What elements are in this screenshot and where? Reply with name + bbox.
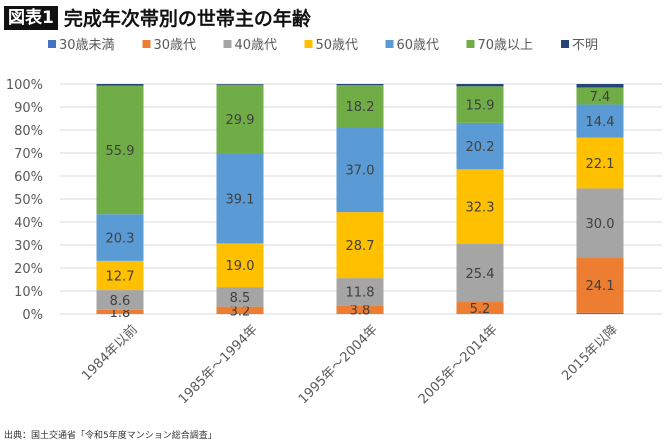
bar-segment [96,85,144,215]
y-tick-label: 30% [14,239,43,254]
bar-segment [216,287,264,307]
bar-segment [576,104,624,138]
bar-segment [96,84,144,86]
x-tick-label: 1995年～2004年 [296,322,381,407]
legend-label: 70歳以上 [478,38,534,53]
y-tick-label: 80% [14,124,43,139]
bar-segment [216,306,264,314]
legend-label: 30歳未満 [59,38,115,53]
data-label: 14.4 [586,115,615,130]
bar-segment [336,278,384,306]
x-tick-label: 1984年以前 [79,322,141,384]
legend-label: 40歳代 [235,38,278,53]
y-tick-label: 40% [14,216,43,231]
x-tick-label: 1985年～1994年 [176,322,261,407]
bar-segment [216,153,264,244]
legend-swatch [48,40,56,48]
y-tick-label: 90% [14,101,43,116]
data-label: 29.9 [226,113,255,128]
legend-label: 50歳代 [316,38,359,53]
data-label: 20.3 [106,232,135,247]
data-label: 8.6 [110,294,131,309]
data-label: 8.5 [230,291,251,306]
bar-segment [336,127,384,213]
legend-swatch [223,40,232,48]
y-tick-label: 60% [14,170,43,185]
bar-segment [216,84,264,85]
bar-segment [456,169,504,244]
bar-segment [576,84,624,88]
data-label: 18.2 [346,100,375,115]
chart-title: 完成年次帯別の世帯主の年齢 [63,8,311,30]
data-label: 15.9 [466,99,495,114]
bar-segment [576,312,624,314]
bar-segment [576,137,624,189]
y-tick-label: 20% [14,262,43,277]
bar-segment [216,84,264,154]
legend-swatch [466,40,475,48]
legend-swatch [385,40,394,48]
bar-segment [336,84,384,86]
data-label: 24.1 [586,279,615,294]
bar-segment [456,86,504,123]
data-label: 3.8 [350,304,371,319]
x-tick-label: 2015年以降 [559,322,621,384]
data-label: 11.8 [346,286,375,301]
bar-segment [96,260,144,291]
bar-segment [456,302,504,314]
bar-segment [336,305,384,314]
data-label: 39.1 [226,192,255,207]
legend-label: 60歳代 [397,38,440,53]
data-label: 28.7 [346,239,375,254]
data-label: 19.0 [226,259,255,274]
data-label: 7.4 [590,90,611,105]
bar-segment [456,122,504,170]
data-label: 55.9 [106,144,135,159]
legend-label: 30歳代 [154,38,197,53]
legend-swatch [142,40,151,48]
bar-segment [96,290,144,310]
y-tick-label: 50% [14,193,43,208]
data-label: 32.3 [466,200,495,215]
data-label: 5.2 [470,302,491,317]
bar-segment [96,214,144,261]
source-note: 出典：国土交通省「令和5年度マンション総合調査」 [4,431,217,441]
bar-segment [336,212,384,279]
bar-segment [456,243,504,303]
figure-badge: 図表1 [4,5,58,30]
y-tick-label: 70% [14,147,43,162]
data-label: 30.0 [586,217,615,232]
bar-segment [96,309,144,314]
data-label: 22.1 [586,157,615,172]
header: 図表1 完成年次帯別の世帯主の年齢 [4,4,311,31]
bar-segment [456,84,504,87]
bar-segment [576,257,624,313]
y-tick-label: 10% [14,285,43,300]
data-label: 25.4 [466,267,495,282]
x-tick-label: 2005年～2014年 [416,322,501,407]
legend-label: 不明 [572,38,598,53]
data-label: 20.2 [466,140,495,155]
legend-swatch [304,40,313,48]
bar-segment [336,85,384,128]
bar-segment [576,188,624,258]
y-tick-label: 100% [6,78,43,93]
data-label: 3.2 [230,304,251,319]
legend-swatch [561,40,569,48]
bar-segment [216,243,264,288]
data-label: 12.7 [106,269,135,284]
y-tick-label: 0% [22,308,43,323]
bar-segment [576,87,624,105]
data-label: 37.0 [346,164,375,179]
